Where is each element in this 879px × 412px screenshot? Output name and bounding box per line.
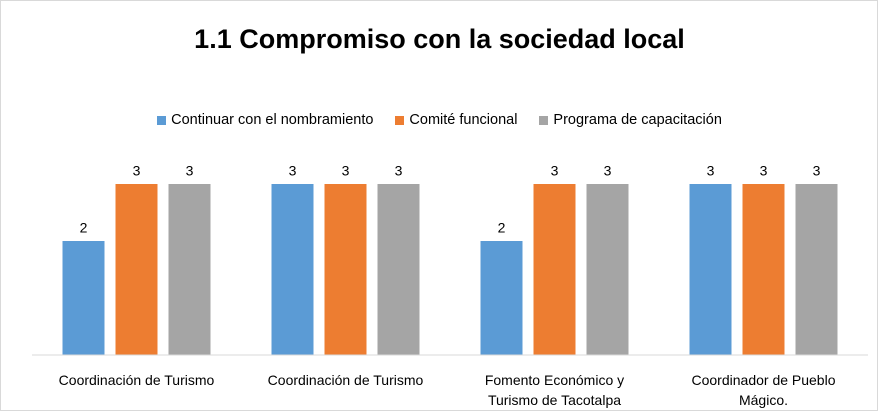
data-label: 3 (707, 163, 715, 179)
bar (533, 184, 576, 355)
bar (168, 184, 211, 355)
bar (115, 184, 158, 355)
data-label: 2 (80, 220, 88, 236)
bar (795, 184, 838, 355)
legend-label: Continuar con el nombramiento (171, 112, 374, 128)
x-tick-label: Fomento Económico y Turismo de Tacotalpa (484, 372, 625, 408)
x-tick-label: Coordinador de Pueblo Mágico. (691, 372, 836, 408)
legend-label: Programa de capacitación (553, 112, 722, 128)
legend-swatch (395, 115, 405, 125)
data-label: 3 (760, 163, 768, 179)
legend-swatch (157, 115, 167, 125)
x-tick-label: Coordinación de Turismo (58, 372, 215, 388)
data-label: 3 (186, 163, 194, 179)
bar (324, 184, 367, 355)
data-label: 3 (342, 163, 350, 179)
bar (689, 184, 732, 355)
legend-swatch (539, 115, 549, 125)
data-label: 2 (498, 220, 506, 236)
legend-item: Continuar con el nombramiento (157, 112, 373, 128)
bar (377, 184, 420, 355)
bar (586, 184, 629, 355)
x-tick-label: Coordinación de Turismo (267, 372, 424, 388)
data-label: 3 (395, 163, 403, 179)
data-label: 3 (133, 163, 141, 179)
data-label: 3 (604, 163, 612, 179)
bar (480, 241, 523, 355)
legend-item: Programa de capacitación (539, 112, 722, 128)
legend-item: Comité funcional (395, 112, 517, 128)
bar (271, 184, 314, 355)
data-label: 3 (813, 163, 821, 179)
bar (62, 241, 105, 355)
data-label: 3 (289, 163, 297, 179)
bar (742, 184, 785, 355)
legend: Continuar con el nombramiento Comité func… (0, 112, 879, 128)
data-label: 3 (551, 163, 559, 179)
legend-label: Comité funcional (409, 112, 518, 128)
chart-title: 1.1 Compromiso con la sociedad local (194, 24, 685, 54)
